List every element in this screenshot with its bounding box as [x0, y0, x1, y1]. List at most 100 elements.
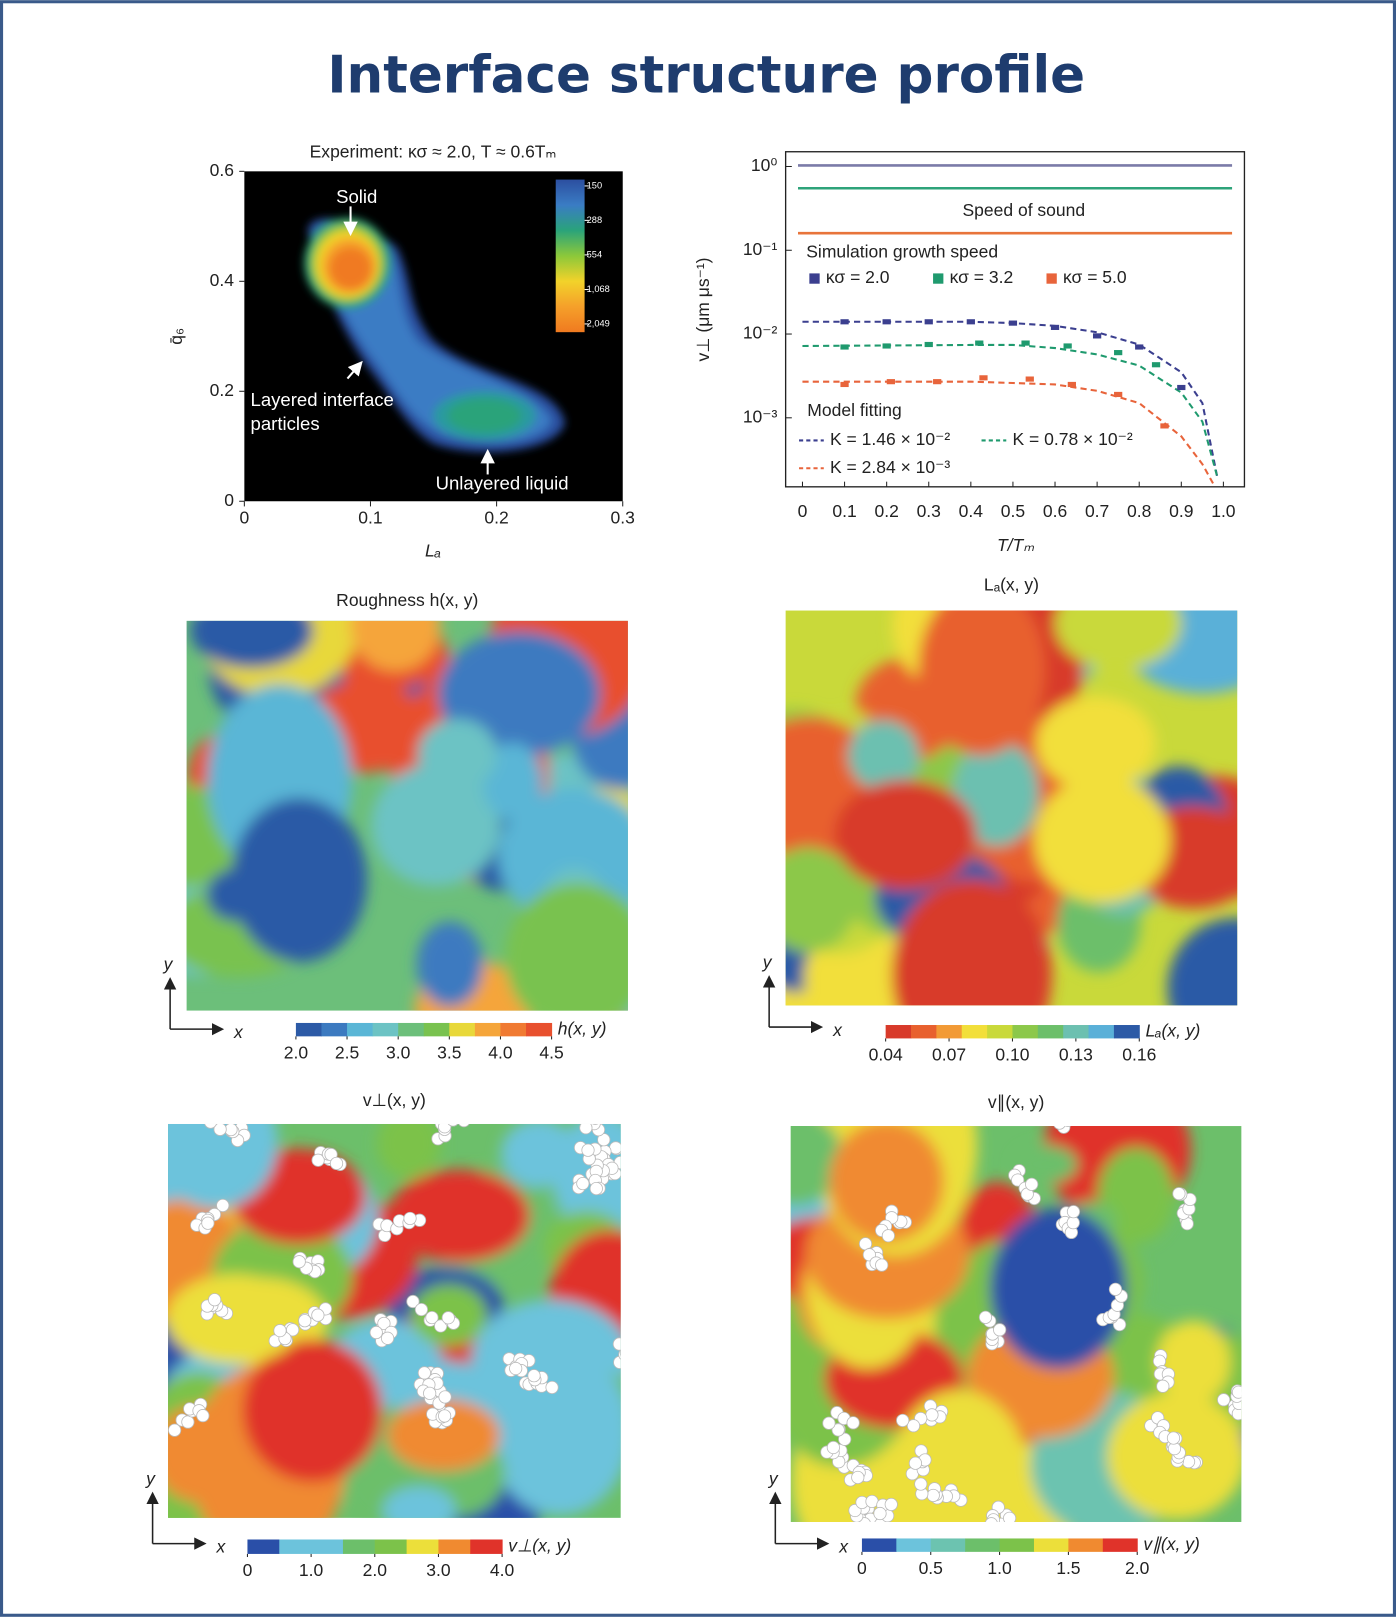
- particle: [1067, 1216, 1079, 1228]
- colorbar-segment: [1000, 1538, 1035, 1551]
- y-axis-label: y: [145, 1468, 156, 1488]
- y-tick-label: 0.6: [210, 160, 234, 180]
- x-tick-label: 0.8: [1127, 501, 1151, 521]
- particle: [1067, 1205, 1079, 1217]
- particle: [423, 1387, 435, 1399]
- colorbar-tick-label: 0.04: [869, 1045, 903, 1065]
- colorbar-tick-label: 4.0: [488, 1043, 513, 1063]
- colorbar-tick-label: 4.0: [490, 1560, 515, 1580]
- colorbar-tick-label: 0.5: [919, 1558, 943, 1578]
- data-point: [883, 343, 891, 348]
- colorbar-label: v∥(x, y): [1143, 1534, 1199, 1554]
- data-point: [1177, 385, 1185, 390]
- particle: [381, 1332, 393, 1344]
- legend-label: κσ = 5.0: [1063, 267, 1127, 287]
- particle: [438, 1410, 450, 1422]
- colorbar-segment: [962, 1025, 988, 1038]
- colorbar-tick-label: 288: [587, 215, 602, 225]
- x-tick-label: 0.3: [917, 501, 941, 521]
- legend-swatch: [809, 273, 819, 283]
- data-point: [979, 375, 987, 380]
- map-title: Lₐ(x, y): [984, 574, 1039, 594]
- map-title: v⊥(x, y): [363, 1090, 426, 1110]
- map-patch: [166, 1274, 302, 1364]
- colorbar-segment: [398, 1023, 424, 1036]
- particle: [202, 1217, 214, 1229]
- data-point: [1026, 376, 1034, 381]
- colorbar-tick-label: 3.0: [426, 1560, 451, 1580]
- particle: [442, 1312, 454, 1324]
- y-tick-label: 0: [224, 490, 234, 510]
- particle: [182, 1416, 194, 1428]
- particle: [439, 1391, 451, 1403]
- colorbar-segment: [321, 1023, 347, 1036]
- colorbar-segment: [936, 1025, 962, 1038]
- data-point: [883, 319, 891, 324]
- x-tick-label: 0.3: [611, 507, 635, 527]
- colorbar: [556, 180, 585, 333]
- colorbar-segment: [279, 1539, 311, 1553]
- data-point: [1009, 321, 1017, 326]
- colorbar-segment: [1034, 1538, 1069, 1551]
- chart-title: Experiment: κσ ≈ 2.0, T ≈ 0.6Tₘ: [310, 141, 557, 161]
- y-tick-label: 10⁻³: [743, 406, 778, 426]
- data-point: [933, 379, 941, 384]
- legend-label: κσ = 3.2: [950, 267, 1014, 287]
- x-tick-label: 0.5: [1001, 501, 1025, 521]
- annotation: particles: [251, 413, 320, 434]
- x-axis-label: x: [233, 1022, 244, 1042]
- data-point: [1051, 325, 1059, 330]
- colorbar-tick-label: 1.0: [987, 1558, 1012, 1578]
- y-tick-label: 10⁻¹: [743, 239, 778, 259]
- colorbar-segment: [862, 1538, 897, 1551]
- x-tick-label: 1.0: [1211, 501, 1236, 521]
- data-point: [967, 319, 975, 324]
- colorbar-tick-label: 150: [587, 180, 602, 190]
- y-axis-label: y: [768, 1468, 779, 1488]
- colorbar-segment: [375, 1539, 407, 1553]
- colorbar-tick-label: 554: [587, 249, 602, 259]
- legend-swatch: [1046, 273, 1056, 283]
- data-point: [887, 379, 895, 384]
- particle: [582, 1144, 594, 1156]
- x-tick-label: 0.6: [1043, 501, 1067, 521]
- colorbar-tick-label: 3.0: [386, 1043, 411, 1063]
- map-field: [102, 1077, 670, 1566]
- particle: [876, 1259, 888, 1271]
- colorbar-segment: [1038, 1025, 1064, 1038]
- colorbar-tick-label: 0.13: [1059, 1045, 1093, 1065]
- particle: [510, 1362, 522, 1374]
- colorbar-segment: [373, 1023, 399, 1036]
- x-tick-label: 0: [798, 501, 808, 521]
- map-patch: [1014, 1145, 1077, 1183]
- colorbar-segment: [896, 1538, 931, 1551]
- x-tick-label: 0.2: [874, 501, 898, 521]
- x-axis-label: T/Tₘ: [997, 535, 1034, 555]
- particle: [1109, 1283, 1121, 1295]
- slide: Interface structure profile Experiment: …: [0, 0, 1396, 1617]
- particle: [915, 1478, 927, 1490]
- annotation: Layered interface: [251, 389, 394, 410]
- y-tick-label: 10⁰: [751, 155, 778, 175]
- particle: [882, 1230, 894, 1242]
- colorbar-tick-label: 0.16: [1122, 1045, 1156, 1065]
- data-point: [925, 319, 933, 324]
- annotation: Unlayered liquid: [436, 473, 569, 494]
- data-point: [925, 342, 933, 347]
- colorbar-segment: [911, 1025, 937, 1038]
- data-point: [1152, 362, 1160, 367]
- colorbar-segment: [424, 1023, 450, 1036]
- colorbar-label: h(x, y): [558, 1018, 607, 1038]
- colorbar-tick-label: 3.5: [437, 1043, 461, 1063]
- colorbar-segment: [296, 1023, 322, 1036]
- colorbar-segment: [526, 1023, 552, 1036]
- colorbar-segment: [438, 1539, 470, 1553]
- x-tick-label: 0.7: [1085, 501, 1109, 521]
- particle: [874, 1507, 886, 1519]
- particle: [1167, 1432, 1179, 1444]
- particle: [528, 1370, 540, 1382]
- data-point: [1068, 382, 1076, 387]
- colorbar-label: v⊥(x, y): [508, 1535, 571, 1555]
- particle: [312, 1309, 324, 1321]
- colorbar-segment: [1103, 1538, 1138, 1551]
